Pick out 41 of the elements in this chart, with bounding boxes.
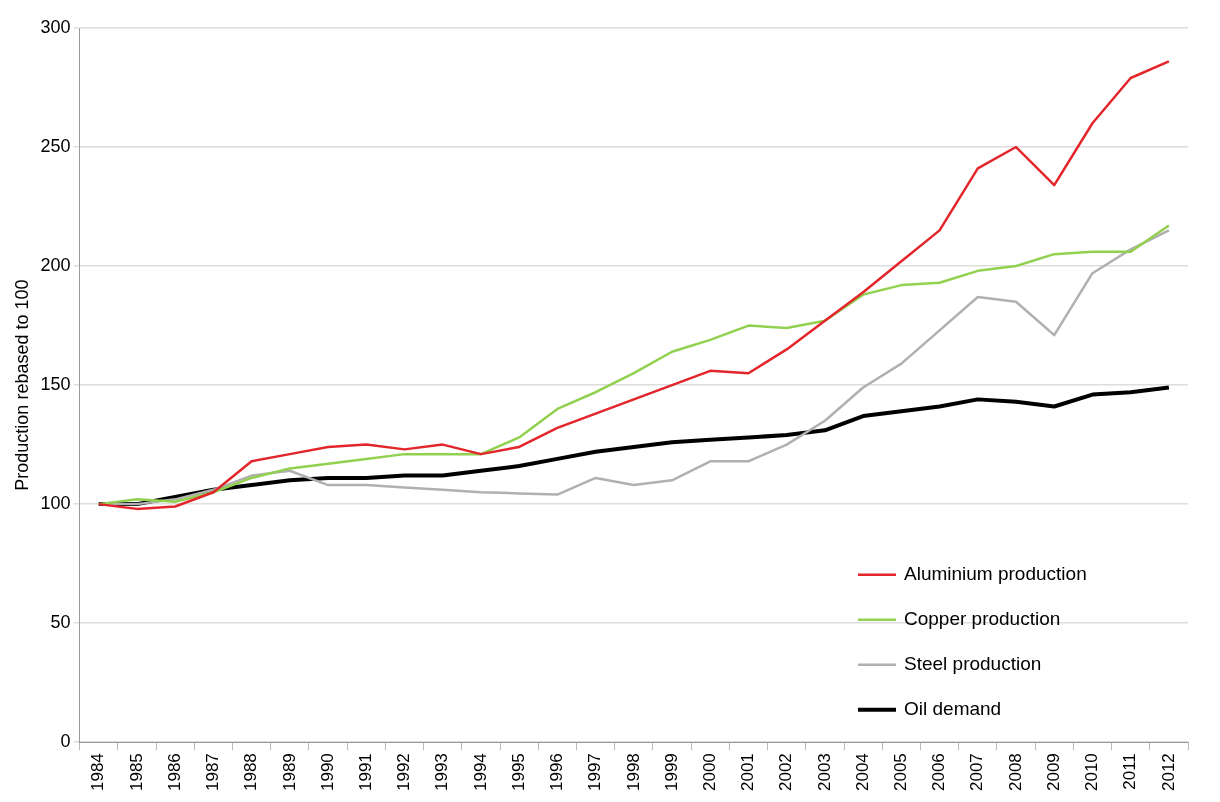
x-tick-label: 2007 (967, 753, 987, 792)
x-tick-label: 2010 (1082, 753, 1102, 792)
x-tick-label: 2000 (699, 753, 719, 792)
x-tick-label: 2001 (738, 753, 758, 792)
y-tick-label: 300 (40, 16, 71, 37)
x-tick-label: 1985 (126, 753, 146, 792)
x-tick-label: 1987 (203, 753, 223, 792)
y-axis-title: Production rebased to 100 (11, 279, 32, 491)
x-tick-label: 2008 (1005, 753, 1025, 792)
x-tick-label: 2006 (929, 753, 949, 792)
x-tick-label: 2012 (1158, 753, 1178, 792)
x-tick-label: 2005 (891, 753, 911, 792)
y-tick-label: 50 (50, 612, 71, 633)
y-tick-label: 100 (40, 493, 71, 514)
x-tick-label: 1994 (470, 753, 490, 792)
x-tick-label: 2011 (1120, 753, 1140, 790)
y-tick-label: 250 (40, 136, 71, 156)
y-tick-label: 150 (40, 374, 71, 395)
x-tick-label: 1992 (394, 753, 414, 792)
x-tick-label: 1986 (164, 753, 184, 792)
x-tick-label: 1993 (432, 753, 452, 792)
x-tick-label: 1997 (585, 753, 605, 792)
x-tick-label: 2003 (814, 753, 834, 792)
x-tick-label: 1991 (355, 753, 375, 792)
legend-label: Aluminium production (904, 562, 1087, 584)
x-tick-label: 1989 (279, 753, 299, 792)
legend-label: Copper production (904, 607, 1061, 629)
legend-label: Oil demand (904, 697, 1002, 719)
x-tick-label: 1984 (88, 753, 108, 792)
x-tick-label: 2009 (1043, 753, 1063, 792)
x-tick-label: 1996 (547, 753, 567, 792)
y-tick-label: 200 (40, 255, 71, 276)
legend-label: Steel production (904, 652, 1042, 674)
x-tick-label: 1990 (317, 753, 337, 792)
x-tick-label: 1988 (241, 753, 261, 792)
x-tick-label: 2004 (852, 753, 872, 792)
y-tick-label: 0 (60, 731, 71, 752)
x-tick-label: 1999 (661, 753, 681, 792)
x-tick-label: 1998 (623, 753, 643, 792)
x-tick-label: 1995 (508, 753, 528, 792)
x-tick-label: 2002 (776, 753, 796, 792)
